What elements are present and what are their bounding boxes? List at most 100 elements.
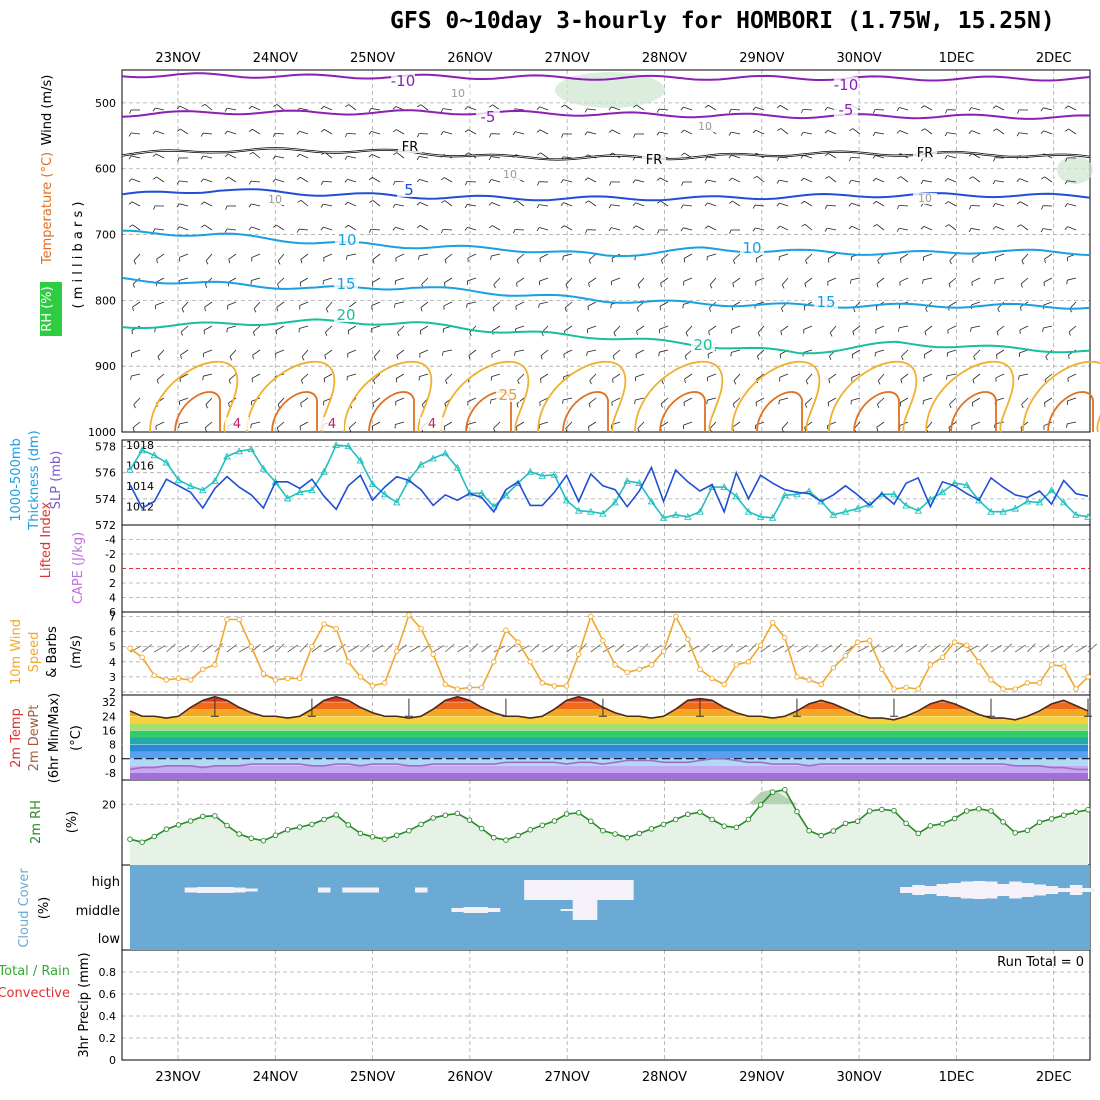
surface-wind-barb bbox=[930, 644, 941, 653]
wind-barb bbox=[539, 421, 549, 426]
wind-barb bbox=[370, 228, 381, 231]
wind-barb bbox=[804, 224, 813, 231]
wind-barb bbox=[300, 253, 309, 260]
slp-point bbox=[853, 504, 862, 512]
wind-speed-point bbox=[927, 662, 934, 668]
wind-barb bbox=[683, 253, 693, 259]
wind-barb-flag bbox=[777, 128, 782, 131]
wind-barb-flag bbox=[588, 403, 591, 408]
wind-barb-flag bbox=[565, 284, 568, 289]
wind-barb-flag bbox=[968, 130, 972, 134]
wind-barb-flag bbox=[997, 308, 1000, 313]
slp-point bbox=[235, 447, 243, 455]
wind-barb bbox=[875, 325, 885, 331]
isotherm-label-bg bbox=[913, 193, 937, 204]
wind-barb-flag bbox=[224, 228, 228, 233]
tick-label: 3 bbox=[109, 671, 116, 684]
rh-contour bbox=[828, 360, 918, 433]
surface-wind-barb bbox=[323, 645, 336, 653]
wind-barb bbox=[826, 204, 837, 207]
wind-barb bbox=[1043, 130, 1053, 135]
wind-barb-flag bbox=[872, 155, 876, 159]
wind-barb bbox=[803, 325, 813, 330]
rh-point bbox=[127, 836, 133, 842]
wind-barb bbox=[587, 131, 597, 135]
isotherm-label-bg bbox=[334, 307, 358, 322]
tick-label: 6 bbox=[109, 626, 116, 639]
wind-barb-flag bbox=[899, 402, 902, 407]
wind-barb-flag bbox=[129, 109, 132, 114]
surface-wind-barb bbox=[1002, 643, 1013, 653]
wind-barb bbox=[757, 325, 765, 334]
wind-barb bbox=[131, 178, 141, 183]
wind-barb bbox=[155, 107, 165, 111]
pressure-unit-label: ( m i l l i b a r s ) bbox=[71, 202, 86, 309]
surface-wind-barb bbox=[360, 643, 370, 653]
wind-barb bbox=[203, 325, 213, 331]
wind-barb-flag bbox=[445, 380, 448, 385]
wind-barb-flag bbox=[368, 154, 373, 158]
wind-barb bbox=[227, 130, 237, 135]
temp-bands bbox=[130, 696, 1088, 780]
wind-barb bbox=[779, 253, 789, 258]
wind-barb-flag bbox=[253, 308, 257, 313]
wind-barb-flag bbox=[609, 181, 612, 186]
wind-barb bbox=[1019, 178, 1029, 183]
wind-barb-flag bbox=[252, 331, 256, 336]
wind-barb-flag bbox=[393, 152, 398, 156]
cape-axis-label: CAPE (J/kg) bbox=[71, 532, 86, 604]
wind-barb bbox=[205, 397, 213, 405]
wind-barb-flag bbox=[420, 307, 423, 312]
run-total-label: Run Total = 0 bbox=[997, 955, 1084, 970]
wind-barb bbox=[995, 203, 1005, 207]
wind-speed-point bbox=[757, 642, 764, 648]
slp-point bbox=[162, 458, 171, 466]
wind-barb-flag bbox=[704, 104, 709, 108]
temp-band bbox=[130, 730, 1088, 738]
cloud-cell bbox=[342, 887, 355, 893]
wind-barb-flag bbox=[704, 156, 708, 161]
wind-barb-flag bbox=[128, 132, 132, 137]
wind-barb-flag bbox=[132, 306, 134, 312]
wind-barb-flag bbox=[1043, 402, 1046, 407]
wind-barb-flag bbox=[829, 332, 833, 337]
wind-barb bbox=[421, 277, 429, 285]
wind-barb-flag bbox=[849, 128, 854, 132]
wind-barb-flag bbox=[1064, 226, 1068, 230]
wind-barb-flag bbox=[948, 427, 951, 432]
wind-barb-flag bbox=[416, 202, 421, 206]
panel-frame-precip bbox=[121, 949, 1091, 1061]
wind-barb bbox=[395, 226, 405, 231]
wind-barb-flag bbox=[296, 153, 301, 158]
wind-barb-flag bbox=[1044, 258, 1046, 264]
wind-barb-flag bbox=[443, 282, 446, 287]
wind-barb-flag bbox=[1016, 178, 1020, 182]
wind-barb bbox=[924, 325, 933, 332]
wind-barb bbox=[133, 253, 141, 261]
precip-tick-label: 0.8 bbox=[99, 966, 117, 979]
surface-wind-barb bbox=[760, 644, 771, 653]
isotherm-label: 5 bbox=[404, 181, 414, 199]
wind-barb bbox=[349, 421, 357, 429]
wind-barb-flag bbox=[224, 130, 228, 135]
thickness-axis-label: 1000-500mb bbox=[9, 438, 24, 522]
wind-barb bbox=[900, 253, 909, 260]
wind-barb bbox=[971, 301, 981, 306]
wind-barb bbox=[733, 253, 741, 261]
isotherm-line bbox=[121, 318, 1091, 355]
slp-point bbox=[259, 464, 268, 472]
wind-barb-flag bbox=[488, 179, 492, 183]
cloud-cell bbox=[366, 887, 380, 893]
wind-barb-flag bbox=[200, 178, 204, 183]
wind-barb-flag bbox=[517, 380, 520, 385]
wind-barb bbox=[923, 180, 933, 183]
wind-barb-flag bbox=[296, 176, 301, 180]
wind-barb bbox=[348, 325, 357, 331]
rh2m-axis-label: 2m RH bbox=[29, 800, 44, 844]
wind-barb-flag bbox=[612, 378, 614, 383]
rh-point bbox=[466, 817, 473, 823]
date-labels-bottom: 23NOV 24NOV 25NOV 26NOV 27NOV 28NOV 29NOV 30NOV… bbox=[155, 1070, 1071, 1085]
wind-speed-point bbox=[782, 634, 788, 641]
wind-barb bbox=[156, 373, 165, 381]
wind-barb-flag bbox=[972, 379, 975, 384]
